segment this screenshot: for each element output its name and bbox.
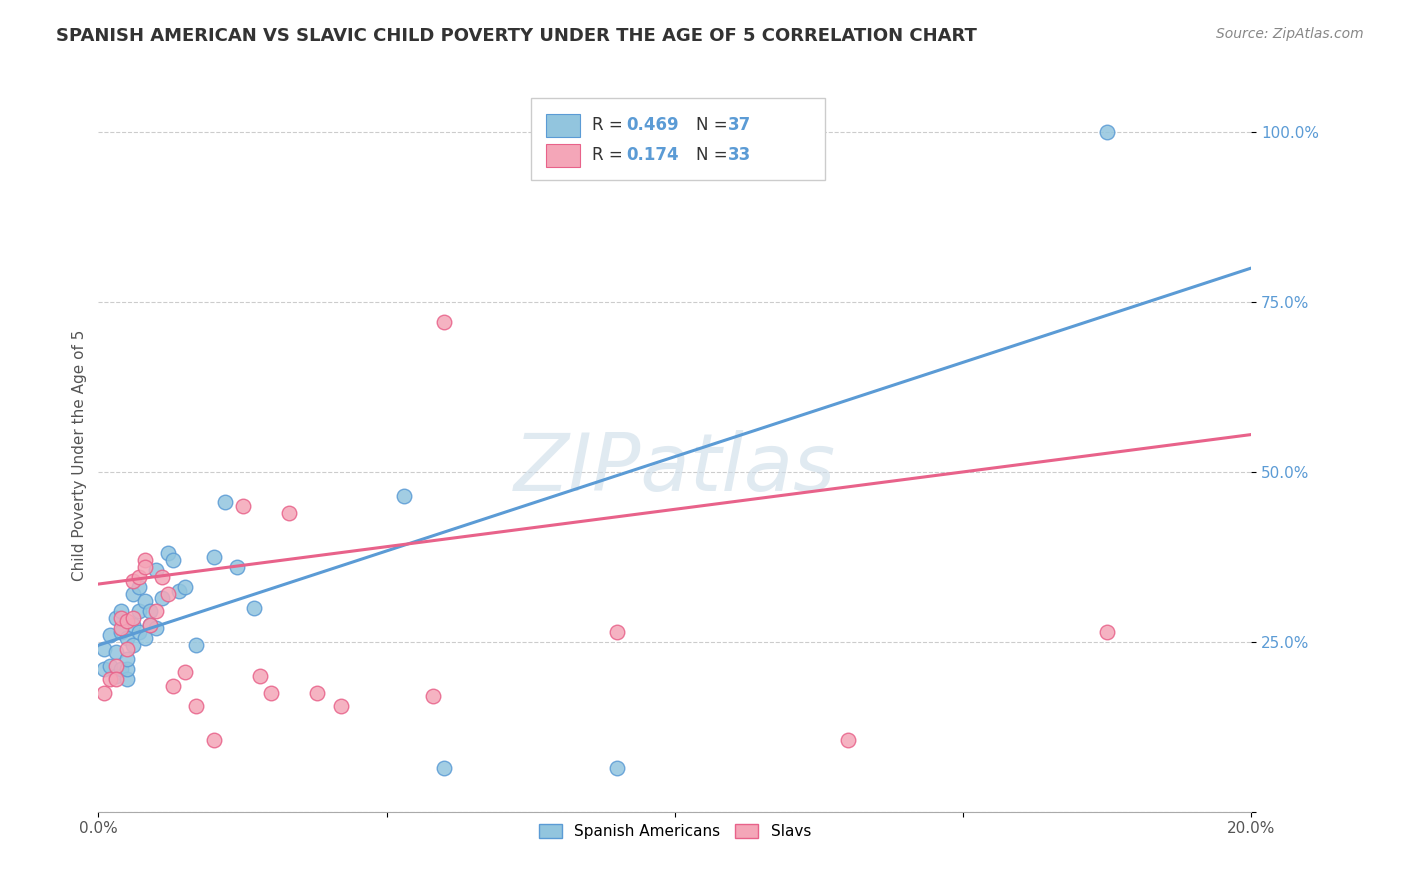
Point — [156, 587, 179, 601]
Point — [174, 581, 197, 595]
Text: R =: R = — [592, 146, 633, 164]
Legend: Spanish Americans, Slavs: Spanish Americans, Slavs — [531, 816, 818, 847]
Point — [202, 733, 225, 747]
Text: N =: N = — [696, 146, 733, 164]
Point — [249, 669, 271, 683]
Point — [110, 604, 132, 618]
Point — [186, 638, 208, 652]
Point — [98, 628, 121, 642]
Point — [117, 615, 139, 629]
Point — [150, 570, 173, 584]
Point — [122, 587, 145, 601]
Point — [392, 489, 415, 503]
Point — [606, 760, 628, 774]
Point — [93, 641, 115, 656]
Point — [93, 686, 115, 700]
Point — [145, 564, 167, 578]
FancyBboxPatch shape — [531, 98, 825, 180]
Point — [104, 645, 127, 659]
Point — [117, 672, 139, 686]
Point — [122, 638, 145, 652]
Text: 0.174: 0.174 — [627, 146, 679, 164]
Point — [122, 574, 145, 588]
Point — [433, 760, 456, 774]
Point — [837, 733, 859, 747]
Point — [93, 662, 115, 676]
Text: 37: 37 — [728, 116, 751, 134]
Point — [104, 669, 127, 683]
Point — [128, 624, 150, 639]
Point — [202, 549, 225, 564]
Point — [117, 641, 139, 656]
Point — [128, 570, 150, 584]
Point — [110, 662, 132, 676]
Point — [110, 624, 132, 639]
Point — [104, 611, 127, 625]
Point — [139, 617, 162, 632]
Point — [122, 611, 145, 625]
Point — [277, 506, 299, 520]
Text: ZIPatlas: ZIPatlas — [513, 430, 837, 508]
FancyBboxPatch shape — [546, 144, 581, 167]
Point — [134, 632, 156, 646]
Point — [307, 686, 329, 700]
Point — [117, 652, 139, 666]
Point — [104, 672, 127, 686]
Point — [117, 662, 139, 676]
Point — [98, 672, 121, 686]
Text: 0.469: 0.469 — [627, 116, 679, 134]
Point — [1097, 125, 1119, 139]
Text: SPANISH AMERICAN VS SLAVIC CHILD POVERTY UNDER THE AGE OF 5 CORRELATION CHART: SPANISH AMERICAN VS SLAVIC CHILD POVERTY… — [56, 27, 977, 45]
Point — [145, 604, 167, 618]
Point — [150, 591, 173, 605]
Point — [1097, 624, 1119, 639]
Point — [214, 495, 236, 509]
Point — [128, 604, 150, 618]
Point — [145, 621, 167, 635]
Point — [98, 658, 121, 673]
Point — [433, 315, 456, 329]
Point — [128, 581, 150, 595]
Point — [186, 699, 208, 714]
Point — [134, 594, 156, 608]
Point — [606, 624, 628, 639]
Text: N =: N = — [696, 116, 733, 134]
Y-axis label: Child Poverty Under the Age of 5: Child Poverty Under the Age of 5 — [72, 329, 87, 581]
Point — [139, 617, 162, 632]
FancyBboxPatch shape — [546, 114, 581, 136]
Point — [134, 560, 156, 574]
Point — [110, 611, 132, 625]
Text: 33: 33 — [728, 146, 751, 164]
Point — [260, 686, 283, 700]
Point — [134, 553, 156, 567]
Point — [110, 621, 132, 635]
Point — [167, 583, 190, 598]
Point — [231, 499, 254, 513]
Point — [174, 665, 197, 680]
Point — [162, 553, 184, 567]
Text: R =: R = — [592, 116, 628, 134]
Point — [104, 658, 127, 673]
Point — [117, 632, 139, 646]
Point — [329, 699, 352, 714]
Point — [122, 617, 145, 632]
Point — [156, 546, 179, 560]
Point — [225, 560, 247, 574]
Point — [243, 600, 266, 615]
Text: Source: ZipAtlas.com: Source: ZipAtlas.com — [1216, 27, 1364, 41]
Point — [422, 689, 444, 703]
Point — [139, 604, 162, 618]
Point — [162, 679, 184, 693]
